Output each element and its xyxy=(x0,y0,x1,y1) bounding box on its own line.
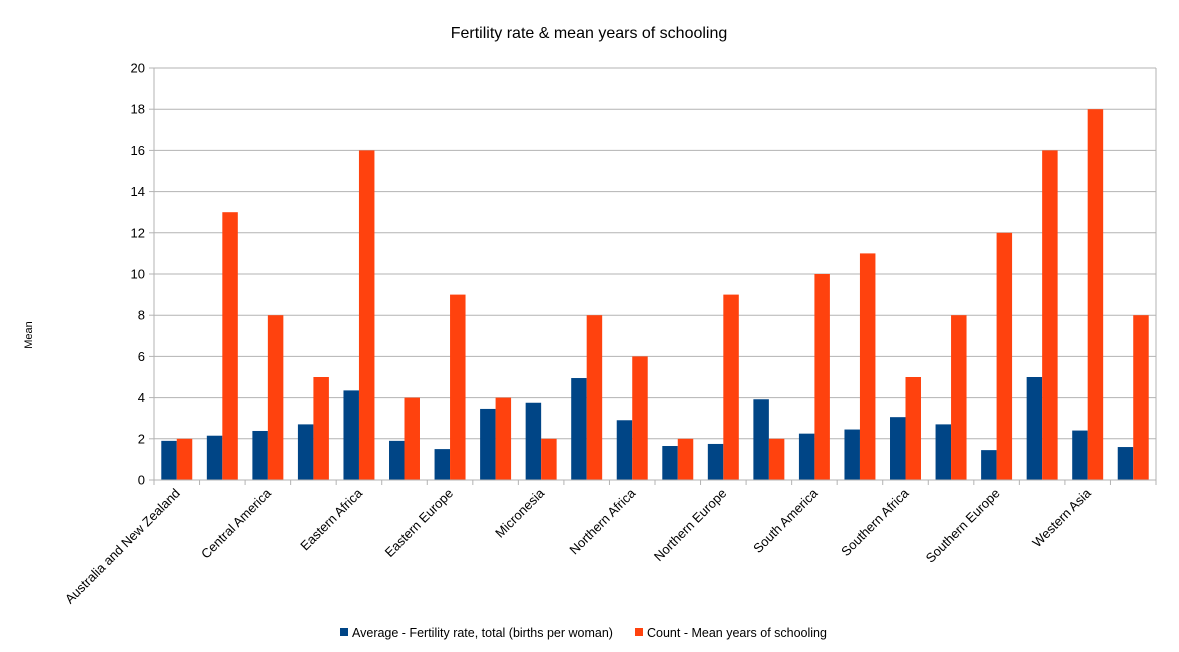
bar-series-2 xyxy=(1042,150,1058,480)
bar-series-2 xyxy=(1133,315,1149,480)
bar-series-1 xyxy=(662,446,678,480)
bar-series-2 xyxy=(450,294,466,480)
bar-series-2 xyxy=(586,315,603,480)
bar-series-1 xyxy=(297,424,314,480)
x-tick-label: South America xyxy=(750,485,821,556)
bar-series-2 xyxy=(814,274,830,480)
y-tick-label: 8 xyxy=(138,308,145,323)
bar-series-1 xyxy=(1072,430,1088,480)
y-tick-label: 10 xyxy=(131,267,145,282)
bar-series-2 xyxy=(495,397,512,480)
legend: Average - Fertility rate, total (births … xyxy=(340,626,827,640)
y-tick-label: 12 xyxy=(131,225,145,240)
x-tick-labels: Australia and New Zealand Central America… xyxy=(62,485,1094,607)
bar-series-1 xyxy=(343,390,359,480)
x-tick-label: Eastern Africa xyxy=(297,485,365,553)
bar-series-1 xyxy=(252,430,268,480)
y-tick-label: 4 xyxy=(138,390,145,405)
bar-series-2 xyxy=(859,253,876,480)
bar-series-2 xyxy=(541,438,557,480)
bar-series-1 xyxy=(161,440,177,480)
x-tick-label: Southern Europe xyxy=(923,486,1003,566)
x-tick-label: Micronesia xyxy=(492,485,548,541)
legend-label-series-1: Average - Fertility rate, total (births … xyxy=(352,626,613,640)
x-tick-label: Western Asia xyxy=(1029,485,1094,550)
bar-series-2 xyxy=(222,212,238,480)
bar-series-2 xyxy=(951,315,967,480)
y-tick-label: 16 xyxy=(131,143,145,158)
bar-series-2 xyxy=(905,377,921,480)
legend-swatch-series-2 xyxy=(635,628,643,636)
bar-series-1 xyxy=(798,433,815,480)
bar-series-2 xyxy=(267,315,284,480)
legend-swatch-series-1 xyxy=(340,628,348,636)
bar-series-1 xyxy=(707,443,724,480)
y-tick-label: 20 xyxy=(131,61,145,76)
bar-series-1 xyxy=(1026,377,1043,480)
bar-series-2 xyxy=(677,438,694,480)
x-tick-label: Northern Europe xyxy=(651,486,730,565)
y-tick-label: 14 xyxy=(131,184,145,199)
chart-title: Fertility rate & mean years of schooling xyxy=(451,25,728,42)
y-tick-label: 2 xyxy=(138,431,145,446)
bar-series-2 xyxy=(176,438,193,480)
axes xyxy=(153,68,1157,485)
x-tick-label: Eastern Europe xyxy=(382,486,456,560)
bar-series-2 xyxy=(358,150,375,480)
bar-series-1 xyxy=(206,435,223,480)
bar-series-2 xyxy=(632,356,648,480)
bars xyxy=(161,109,1149,480)
bar-series-2 xyxy=(723,294,739,480)
x-tick-label: Northern Africa xyxy=(566,485,638,557)
bar-series-1 xyxy=(753,399,769,480)
bar-series-1 xyxy=(525,402,542,480)
bar-series-2 xyxy=(404,397,420,480)
y-tick-label: 18 xyxy=(131,102,145,117)
y-axis-label: Mean xyxy=(23,321,35,349)
bar-series-1 xyxy=(844,429,860,480)
bar-series-1 xyxy=(571,378,587,480)
bar-series-1 xyxy=(1117,447,1134,480)
bar-series-2 xyxy=(768,438,785,480)
bar-series-1 xyxy=(935,424,952,480)
legend-label-series-2: Count - Mean years of schooling xyxy=(647,626,827,640)
bar-series-1 xyxy=(890,417,906,480)
x-tick-label: Southern Africa xyxy=(838,485,912,559)
y-tick-label: 0 xyxy=(138,473,145,488)
bar-series-1 xyxy=(616,420,633,480)
x-tick-label: Central America xyxy=(198,485,275,562)
bar-series-1 xyxy=(981,450,997,480)
y-tick-labels: 0 2 4 6 8 10 12 14 16 18 20 xyxy=(131,61,154,488)
bar-series-1 xyxy=(434,449,451,480)
bar-series-2 xyxy=(996,232,1013,480)
bar-series-1 xyxy=(389,440,405,480)
bar-series-2 xyxy=(313,377,329,480)
y-tick-label: 6 xyxy=(138,349,145,364)
bar-series-2 xyxy=(1087,109,1104,480)
bar-series-1 xyxy=(480,408,496,480)
x-tick-label: Australia and New Zealand xyxy=(62,486,183,607)
